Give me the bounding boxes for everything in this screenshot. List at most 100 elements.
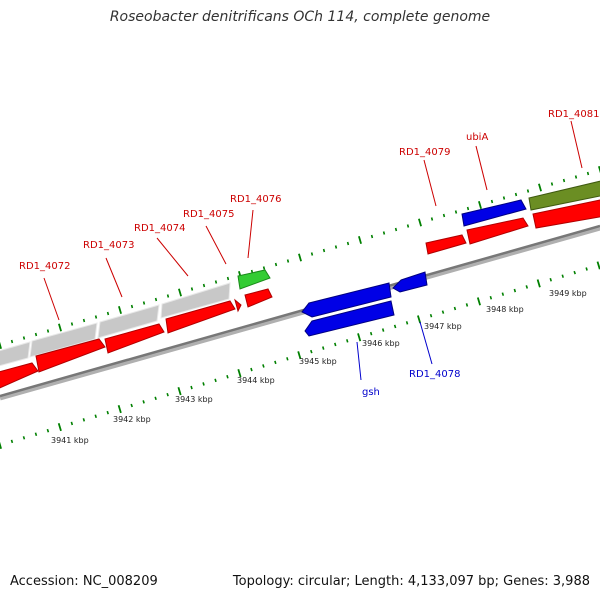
lower-minor-tick	[130, 403, 133, 408]
upper-minor-tick	[550, 182, 554, 186]
red-gene-7[interactable]	[425, 234, 467, 255]
red-gene-1[interactable]	[0, 362, 39, 390]
gene-label-ubia[interactable]: ubiA	[466, 132, 488, 143]
grey-gene-1[interactable]	[0, 341, 31, 367]
upper-minor-tick	[502, 196, 506, 200]
red-gene-5[interactable]	[234, 298, 242, 313]
scale-label-3948: 3948 kbp	[486, 305, 524, 314]
grey-gene-lane	[0, 282, 231, 367]
red-gene-9[interactable]	[532, 199, 600, 229]
scale-label-3944: 3944 kbp	[237, 376, 275, 385]
upper-minor-tick	[466, 206, 470, 211]
upper-minor-tick	[190, 287, 194, 291]
scale-label-3946: 3946 kbp	[362, 339, 400, 348]
lower-tick-row	[0, 261, 600, 450]
upper-minor-tick	[226, 276, 230, 281]
upper-minor-tick	[454, 210, 458, 214]
upper-minor-tick	[574, 175, 578, 179]
lower-minor-tick	[142, 400, 145, 404]
red-gene-2[interactable]	[35, 338, 106, 373]
upper-minor-tick	[586, 171, 590, 176]
upper-major-tick	[478, 200, 482, 210]
upper-minor-tick	[142, 301, 146, 305]
upper-major-tick	[418, 218, 422, 227]
lower-major-tick	[417, 315, 422, 324]
lower-minor-tick	[585, 267, 588, 271]
red-gene-8[interactable]	[466, 217, 529, 245]
lower-minor-tick	[441, 310, 445, 314]
scale-label-3947: 3947 kbp	[424, 322, 462, 331]
upper-minor-tick	[526, 189, 530, 193]
olive-gene[interactable]	[528, 180, 600, 211]
gene-label-rd1-4075[interactable]: RD1_4075	[183, 209, 234, 220]
gene-label-rd1-4078[interactable]: RD1_4078	[409, 369, 460, 380]
gene-label-rd1-4072[interactable]: RD1_4072	[19, 261, 70, 272]
green-gene[interactable]	[237, 269, 271, 290]
upper-minor-tick	[382, 231, 386, 235]
lower-minor-tick	[262, 364, 265, 368]
upper-minor-tick	[262, 266, 266, 270]
lower-minor-tick	[465, 303, 469, 307]
lower-minor-tick	[166, 392, 169, 397]
red-gene-3[interactable]	[104, 323, 165, 354]
map-title: Roseobacter denitrificans OCh 114, compl…	[109, 9, 491, 25]
blue-gene-ubia[interactable]	[461, 199, 527, 227]
lower-minor-tick	[82, 418, 86, 422]
upper-major-tick	[358, 235, 362, 245]
blue-gene-rd1-4078[interactable]	[392, 271, 428, 293]
genome-stats-text: Topology: circular; Length: 4,133,097 bp…	[232, 574, 590, 589]
lower-minor-tick	[70, 421, 74, 426]
grey-gene-2[interactable]	[29, 322, 98, 358]
grey-gene-4[interactable]	[160, 282, 231, 319]
lower-major-tick	[237, 369, 242, 378]
upper-minor-tick	[406, 224, 410, 228]
red-gene-4[interactable]	[165, 300, 236, 334]
lower-minor-tick	[501, 292, 505, 296]
lower-minor-tick	[286, 357, 289, 361]
upper-tick-row	[0, 165, 600, 350]
grey-gene-3[interactable]	[97, 304, 160, 339]
upper-minor-tick	[46, 329, 50, 333]
scale-label-3945: 3945 kbp	[299, 357, 337, 366]
upper-minor-tick	[394, 227, 398, 232]
lower-minor-tick	[346, 339, 349, 343]
blue-gene-gsh-b[interactable]	[304, 300, 395, 337]
lower-minor-tick	[322, 346, 325, 350]
upper-minor-tick	[286, 259, 290, 263]
upper-minor-tick	[34, 332, 38, 337]
gene-label-rd1-4073[interactable]: RD1_4073	[83, 240, 134, 251]
lower-major-tick	[596, 261, 600, 270]
lower-minor-tick	[393, 324, 397, 329]
red-gene-6[interactable]	[244, 288, 273, 308]
scale-label-3943: 3943 kbp	[175, 395, 213, 404]
lower-minor-tick	[94, 414, 97, 419]
upper-minor-tick	[10, 339, 14, 344]
upper-major-tick	[58, 323, 62, 332]
lower-minor-tick	[34, 432, 38, 437]
gene-label-rd1-4076[interactable]: RD1_4076	[230, 194, 281, 205]
upper-minor-tick	[370, 234, 374, 239]
upper-minor-tick	[442, 213, 446, 218]
genome-backbone	[0, 224, 600, 401]
gene-label-gsh[interactable]: gsh	[362, 387, 380, 398]
reverse-gene-lane	[301, 271, 428, 337]
blue-gene-gsh-a[interactable]	[301, 282, 392, 318]
upper-major-tick	[118, 305, 122, 315]
red-gene-lane	[0, 199, 600, 390]
gene-label-rd1-4079[interactable]: RD1_4079	[399, 147, 450, 158]
upper-minor-tick	[22, 336, 26, 340]
lower-minor-tick	[250, 367, 253, 372]
lower-minor-tick	[202, 382, 205, 386]
label-leader-lines	[43, 120, 583, 381]
gene-label-rd1-4074[interactable]: RD1_4074	[134, 223, 185, 234]
scale-label-3942: 3942 kbp	[113, 415, 151, 424]
upper-minor-tick	[154, 297, 158, 302]
lower-major-tick	[536, 279, 541, 288]
upper-minor-tick	[214, 280, 218, 284]
lower-minor-tick	[190, 385, 193, 390]
upper-major-tick	[598, 165, 600, 174]
lower-minor-tick	[274, 360, 277, 365]
lower-minor-tick	[226, 374, 229, 379]
upper-minor-tick	[166, 294, 170, 298]
gene-label-rd1-4081[interactable]: RD1_4081	[548, 109, 599, 120]
